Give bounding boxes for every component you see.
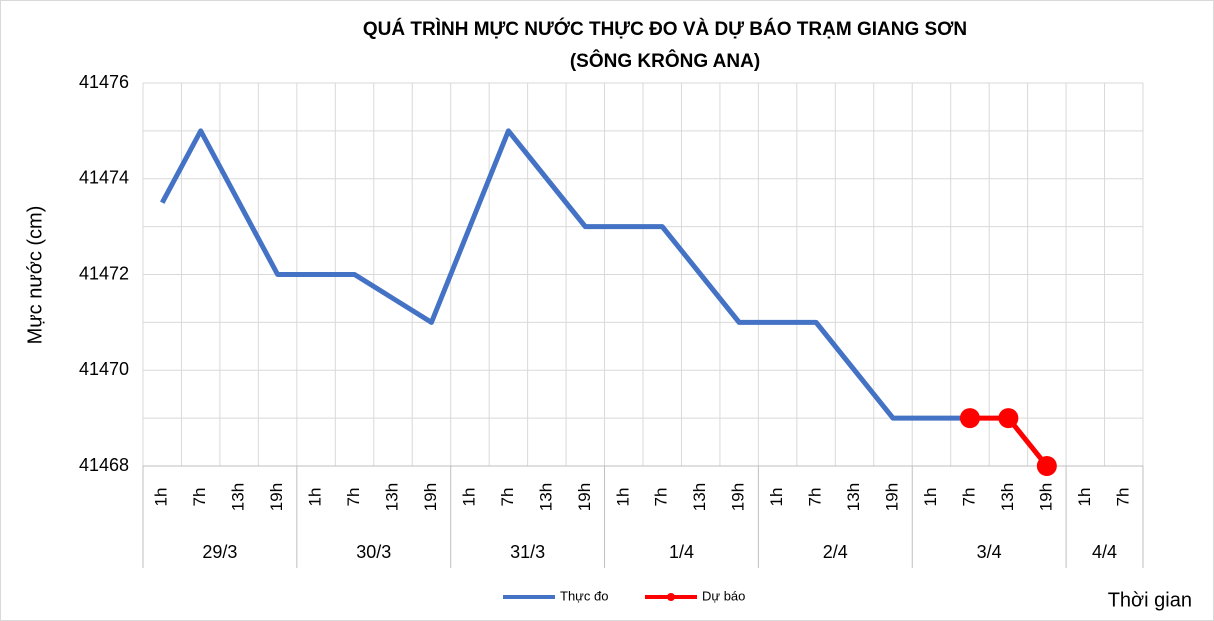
legend-label: Thực đo bbox=[560, 588, 608, 603]
chart-subtitle: (SÔNG KRÔNG ANA) bbox=[570, 50, 760, 72]
x-tick-label: 7h bbox=[498, 488, 517, 507]
series-line bbox=[160, 128, 970, 421]
x-tick-label: 19h bbox=[575, 483, 594, 511]
y-axis-label: Mực nước (cm) bbox=[24, 206, 46, 345]
x-tick-label: 7h bbox=[1113, 488, 1132, 507]
point-marker bbox=[959, 408, 980, 429]
x-tick-label: 1h bbox=[459, 488, 478, 507]
legend-marker bbox=[667, 593, 675, 601]
x-tick-label: 7h bbox=[190, 488, 209, 507]
point-marker bbox=[1036, 456, 1057, 476]
y-tick-label: 41470 bbox=[79, 359, 129, 379]
chart-title: QUÁ TRÌNH MỰC NƯỚC THỰC ĐO VÀ DỰ BÁO TRẠ… bbox=[363, 18, 967, 40]
x-tick-label: 19h bbox=[1036, 483, 1055, 511]
x-tick-label: 19h bbox=[882, 483, 901, 511]
legend-label: Dự báo bbox=[702, 588, 745, 603]
x-tick-label: 1h bbox=[613, 488, 632, 507]
x-tick-label: 7h bbox=[344, 488, 363, 507]
x-tick-label: 13h bbox=[844, 483, 863, 511]
x-axis-label: Thời gian bbox=[1108, 589, 1192, 611]
x-tick-label: 1h bbox=[921, 488, 940, 507]
x-tick-label: 1h bbox=[1075, 488, 1094, 507]
group-label: 29/3 bbox=[202, 542, 237, 562]
x-tick-label: 19h bbox=[421, 483, 440, 511]
x-tick-label: 13h bbox=[536, 483, 555, 511]
y-tick-label: 41468 bbox=[79, 455, 129, 475]
x-tick-label: 13h bbox=[690, 483, 709, 511]
group-label: 2/4 bbox=[823, 542, 848, 562]
x-tick-label: 7h bbox=[652, 488, 671, 507]
y-tick-label: 41472 bbox=[79, 263, 129, 283]
point-marker bbox=[998, 408, 1019, 429]
group-label: 1/4 bbox=[669, 542, 694, 562]
group-label: 3/4 bbox=[977, 542, 1002, 562]
x-tick-label: 1h bbox=[152, 488, 171, 507]
y-tick-label: 41474 bbox=[79, 168, 129, 188]
x-tick-label: 19h bbox=[729, 483, 748, 511]
group-label: 30/3 bbox=[356, 542, 391, 562]
x-tick-label: 13h bbox=[229, 483, 248, 511]
x-tick-label: 1h bbox=[306, 488, 325, 507]
x-tick-label: 1h bbox=[767, 488, 786, 507]
x-tick-label: 7h bbox=[806, 488, 825, 507]
x-tick-label: 19h bbox=[267, 483, 286, 511]
x-tick-label: 13h bbox=[382, 483, 401, 511]
group-label: 31/3 bbox=[510, 542, 545, 562]
x-tick-label: 13h bbox=[998, 483, 1017, 511]
y-tick-label: 41476 bbox=[79, 72, 129, 92]
group-label: 4/4 bbox=[1092, 542, 1117, 562]
x-tick-label: 7h bbox=[959, 488, 978, 507]
